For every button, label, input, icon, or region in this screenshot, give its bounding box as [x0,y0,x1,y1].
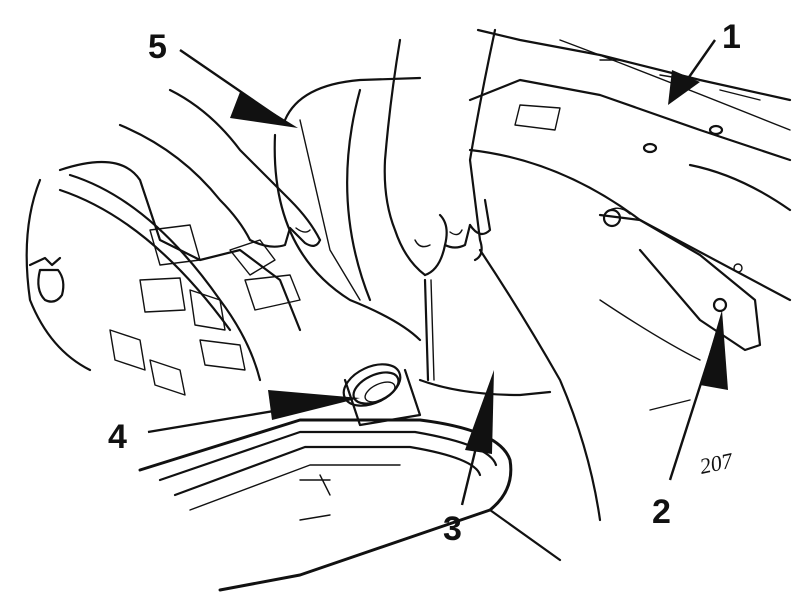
callout-3: 3 [443,370,494,548]
callout-3-label: 3 [443,510,462,548]
pulley [342,363,422,427]
drain-valve [28,256,65,303]
callout-1: 1 [668,18,741,105]
callout-5: 5 [148,28,298,128]
right-hand [383,28,497,277]
callout-5-label: 5 [148,28,167,66]
front-tray [138,418,562,592]
callout-4: 4 [108,390,360,456]
callout-2: 2 [652,310,728,531]
mounting-strap [598,207,762,352]
callout-4-label: 4 [108,418,127,456]
callout-1-label: 1 [722,18,741,56]
dipstick-rod [423,278,435,382]
fender-panel [468,28,792,411]
reservoir-housing [273,76,602,522]
engine-block [25,160,302,396]
callout-2-label: 2 [652,493,671,531]
artist-mark: 207 [697,447,735,479]
left-hand [118,88,322,248]
